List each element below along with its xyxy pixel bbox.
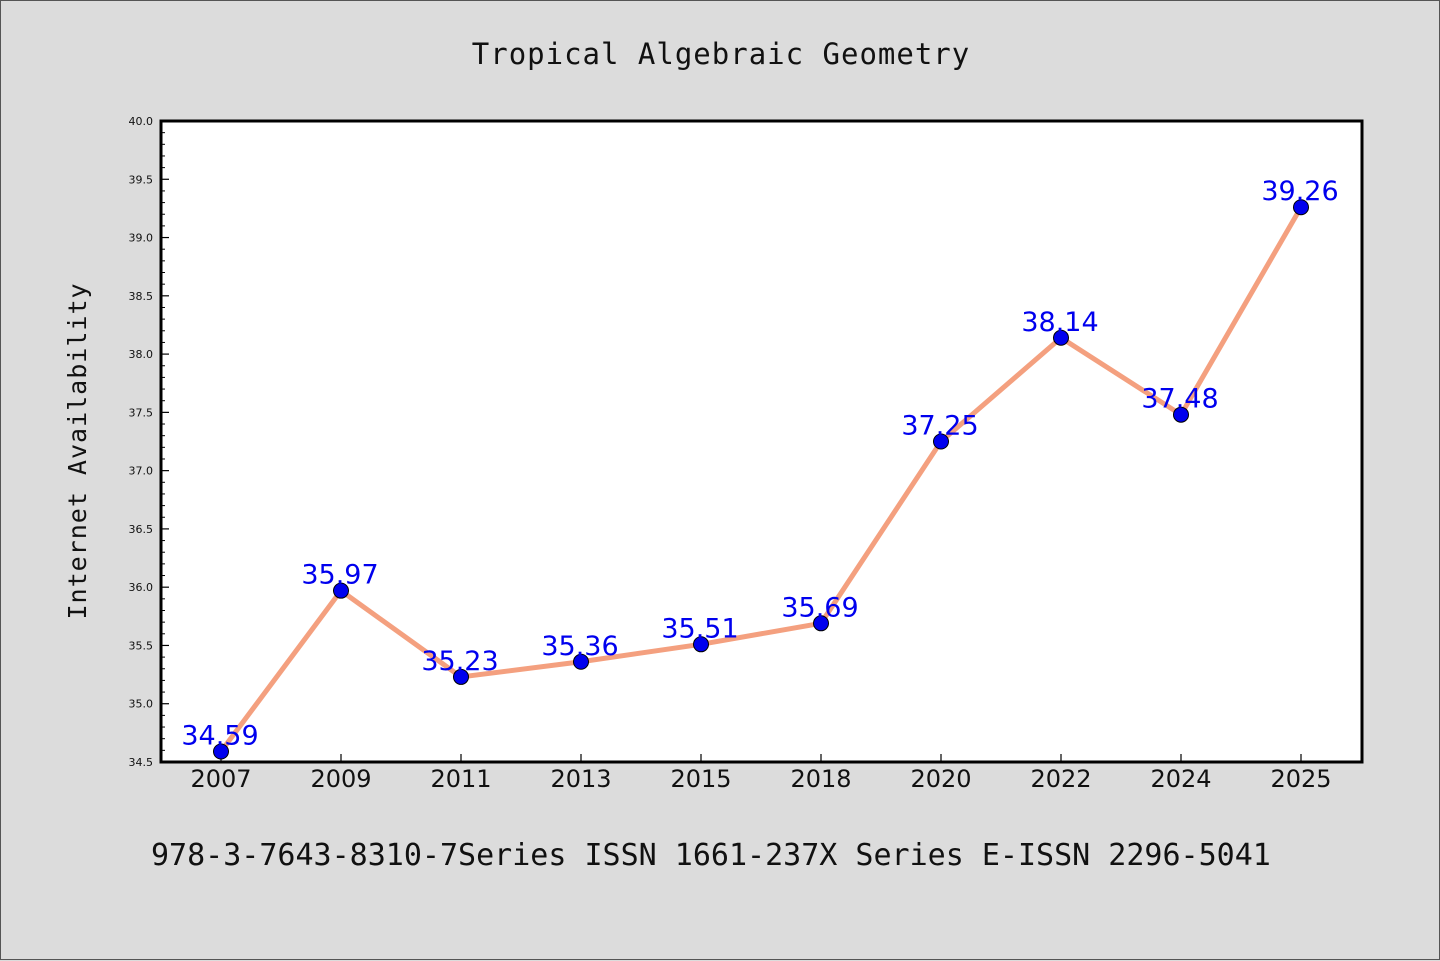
y-tick-label: 35.5: [129, 639, 154, 652]
data-point: [453, 668, 469, 685]
y-tick-label: 36.0: [129, 581, 154, 594]
data-label: 38.14: [1021, 307, 1098, 338]
data-label: 39.26: [1261, 176, 1338, 207]
y-tick-label: 35.0: [129, 698, 154, 711]
series-layer: 34.59 35.97 35.23 35.36 35.51 35.69 37.25 38.14…: [181, 176, 1339, 760]
y-tick-label: 37.5: [129, 406, 154, 419]
data-point: [1293, 199, 1309, 216]
data-point: [813, 615, 829, 632]
x-tick-label: 2011: [430, 765, 491, 793]
x-tick-label: 2024: [1150, 765, 1211, 793]
y-tick-label: 36.5: [129, 523, 154, 536]
x-tick-label: 2007: [190, 765, 251, 793]
plot-area: [161, 121, 1362, 762]
y-tick-label: 40.0: [129, 115, 154, 128]
data-point: [573, 653, 589, 670]
y-tick-label: 37.0: [129, 465, 154, 478]
x-tick-label: 2018: [790, 765, 851, 793]
data-label: 35.51: [661, 613, 738, 644]
x-tick-label: 2022: [1030, 765, 1091, 793]
series-line: [218, 204, 1304, 755]
y-axis-label: Internet Availability: [63, 282, 92, 619]
data-point: [213, 743, 229, 760]
data-label: 35.69: [781, 592, 858, 623]
footer-isbn-issn: 978-3-7643-8310-7Series ISSN 1661-237X S…: [151, 838, 1271, 873]
y-tick-label: 38.5: [129, 290, 154, 303]
data-point: [333, 582, 349, 599]
data-label: 35.23: [421, 646, 498, 677]
data-label: 35.36: [541, 631, 618, 662]
data-label: 35.97: [301, 560, 378, 591]
plot-border: [159, 119, 1364, 764]
data-label: 37.48: [1141, 384, 1218, 415]
data-point: [933, 433, 949, 450]
y-tick-label: 39.5: [129, 173, 154, 186]
data-point: [1053, 329, 1069, 346]
data-point: [1173, 406, 1189, 423]
x-tick-label: 2013: [550, 765, 611, 793]
chart-title: Tropical Algebraic Geometry: [472, 37, 970, 71]
data-label: 37.25: [901, 411, 978, 442]
data-label: 34.59: [181, 721, 258, 752]
x-axis-ticks: 2007 2009 2011 2013 2015 2018 2020 2022 2024 2025: [190, 754, 1332, 793]
data-point: [693, 636, 709, 653]
x-tick-label: 2015: [670, 765, 731, 793]
x-tick-label: 2025: [1270, 765, 1331, 793]
y-tick-label: 39.0: [129, 232, 154, 245]
x-tick-label: 2020: [910, 765, 971, 793]
x-tick-label: 2009: [310, 765, 371, 793]
y-tick-label: 38.0: [129, 348, 154, 361]
y-tick-label: 34.5: [129, 756, 154, 769]
